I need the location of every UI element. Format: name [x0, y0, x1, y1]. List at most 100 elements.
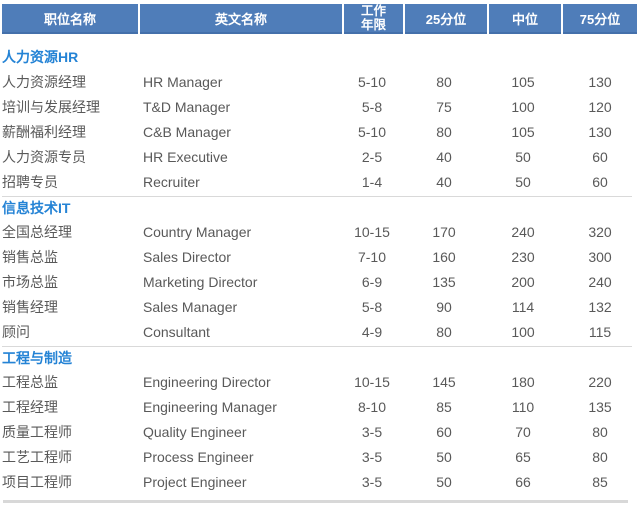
- cell-p25: 145: [432, 374, 456, 390]
- cell-p25: 60: [436, 424, 452, 440]
- cell-english-name: Engineering Director: [143, 374, 271, 390]
- table-row: 质量工程师 Quality Engineer 3-5 60 70 80: [0, 420, 640, 445]
- section-title: 人力资源HR: [2, 49, 79, 65]
- cell-years: 4-9: [361, 324, 383, 340]
- cell-median: 50: [515, 174, 531, 190]
- cell-position: 工艺工程师: [2, 449, 72, 465]
- cell-median: 114: [511, 299, 535, 315]
- cell-years: 5-8: [361, 299, 383, 315]
- cell-median: 200: [511, 274, 535, 290]
- cell-median: 100: [511, 324, 535, 340]
- cell-p25: 50: [436, 449, 452, 465]
- cell-english-name: Marketing Director: [143, 274, 258, 290]
- cell-english-name: Sales Director: [143, 249, 231, 265]
- cell-english-name: HR Manager: [143, 74, 223, 90]
- cell-position: 培训与发展经理: [2, 99, 100, 115]
- column-header-p25: 25分位: [405, 4, 487, 34]
- table-row: 市场总监 Marketing Director 6-9 135 200 240: [0, 270, 640, 295]
- cell-position: 招聘专员: [2, 174, 58, 190]
- cell-english-name: T&D Manager: [143, 99, 231, 115]
- cell-median: 65: [515, 449, 531, 465]
- cell-median: 50: [515, 149, 531, 165]
- column-header-median: 中位: [489, 4, 561, 34]
- cell-position: 销售经理: [2, 299, 58, 315]
- cell-p25: 85: [436, 399, 452, 415]
- cell-p25: 80: [436, 324, 452, 340]
- cell-position: 工程经理: [2, 399, 58, 415]
- cell-p75: 60: [592, 149, 608, 165]
- cell-english-name: Project Engineer: [143, 474, 247, 490]
- cell-p75: 80: [592, 424, 608, 440]
- cell-p25: 80: [436, 124, 452, 140]
- cell-position: 质量工程师: [2, 424, 72, 440]
- cell-position: 工程总监: [2, 374, 58, 390]
- cell-p25: 40: [436, 174, 452, 190]
- cell-median: 230: [511, 249, 535, 265]
- cell-position: 项目工程师: [2, 474, 72, 490]
- cell-years: 6-9: [361, 274, 383, 290]
- cell-position: 薪酬福利经理: [2, 124, 86, 140]
- cell-years: 3-5: [361, 449, 383, 465]
- cell-years: 8-10: [357, 399, 387, 415]
- cell-p75: 80: [592, 449, 608, 465]
- cell-years: 2-5: [361, 149, 383, 165]
- cell-years: 7-10: [357, 249, 387, 265]
- table-row: 培训与发展经理 T&D Manager 5-8 75 100 120: [0, 95, 640, 120]
- cell-median: 110: [511, 399, 535, 415]
- table-row: 薪酬福利经理 C&B Manager 5-10 80 105 130: [0, 120, 640, 145]
- cell-years: 10-15: [354, 224, 390, 240]
- table-header-row: 职位名称 英文名称 工作 年限 25分位 中位 75分位: [2, 4, 637, 34]
- cell-p25: 50: [436, 474, 452, 490]
- column-header-p75: 75分位: [563, 4, 637, 34]
- cell-p75: 130: [588, 74, 612, 90]
- cell-p25: 40: [436, 149, 452, 165]
- cell-p25: 135: [432, 274, 456, 290]
- cell-p75: 300: [588, 249, 612, 265]
- cell-english-name: Sales Manager: [143, 299, 238, 315]
- cell-median: 66: [515, 474, 531, 490]
- cell-years: 5-10: [357, 124, 387, 140]
- cell-median: 240: [511, 224, 535, 240]
- cell-p25: 90: [436, 299, 452, 315]
- cell-median: 105: [511, 74, 535, 90]
- table-row: 销售经理 Sales Manager 5-8 90 114 132: [0, 295, 640, 320]
- cell-years: 5-8: [361, 99, 383, 115]
- table-row: 顾问 Consultant 4-9 80 100 115: [0, 320, 640, 345]
- table-row: 人力资源经理 HR Manager 5-10 80 105 130: [0, 70, 640, 95]
- cell-years: 5-10: [357, 74, 387, 90]
- table-row: 项目工程师 Project Engineer 3-5 50 66 85: [0, 470, 640, 495]
- column-header-english-name: 英文名称: [140, 4, 342, 34]
- cell-position: 顾问: [2, 324, 30, 340]
- cell-years: 10-15: [354, 374, 390, 390]
- cell-position: 人力资源专员: [2, 149, 86, 165]
- cell-position: 人力资源经理: [2, 74, 86, 90]
- cell-p75: 85: [592, 474, 608, 490]
- cell-p25: 75: [436, 99, 452, 115]
- cell-p75: 135: [588, 399, 612, 415]
- cell-median: 70: [515, 424, 531, 440]
- column-header-years: 工作 年限: [344, 4, 403, 34]
- cell-p75: 120: [588, 99, 612, 115]
- cell-p25: 80: [436, 74, 452, 90]
- cell-p25: 170: [432, 224, 456, 240]
- table-row: 工程总监 Engineering Director 10-15 145 180 220: [0, 370, 640, 395]
- bottom-divider: [3, 500, 628, 503]
- cell-p25: 160: [432, 249, 456, 265]
- cell-position: 销售总监: [2, 249, 58, 265]
- cell-position: 市场总监: [2, 274, 58, 290]
- cell-position: 全国总经理: [2, 224, 72, 240]
- column-header-position: 职位名称: [2, 4, 138, 34]
- cell-years: 3-5: [361, 474, 383, 490]
- cell-english-name: HR Executive: [143, 149, 228, 165]
- cell-english-name: Consultant: [143, 324, 210, 340]
- cell-english-name: Process Engineer: [143, 449, 254, 465]
- cell-p75: 132: [588, 299, 612, 315]
- cell-english-name: Country Manager: [143, 224, 252, 240]
- cell-years: 3-5: [361, 424, 383, 440]
- table-row: 招聘专员 Recruiter 1-4 40 50 60: [0, 170, 640, 195]
- cell-median: 100: [511, 99, 535, 115]
- section-title: 信息技术IT: [2, 200, 71, 216]
- table-row: 工艺工程师 Process Engineer 3-5 50 65 80: [0, 445, 640, 470]
- cell-p75: 115: [588, 324, 612, 340]
